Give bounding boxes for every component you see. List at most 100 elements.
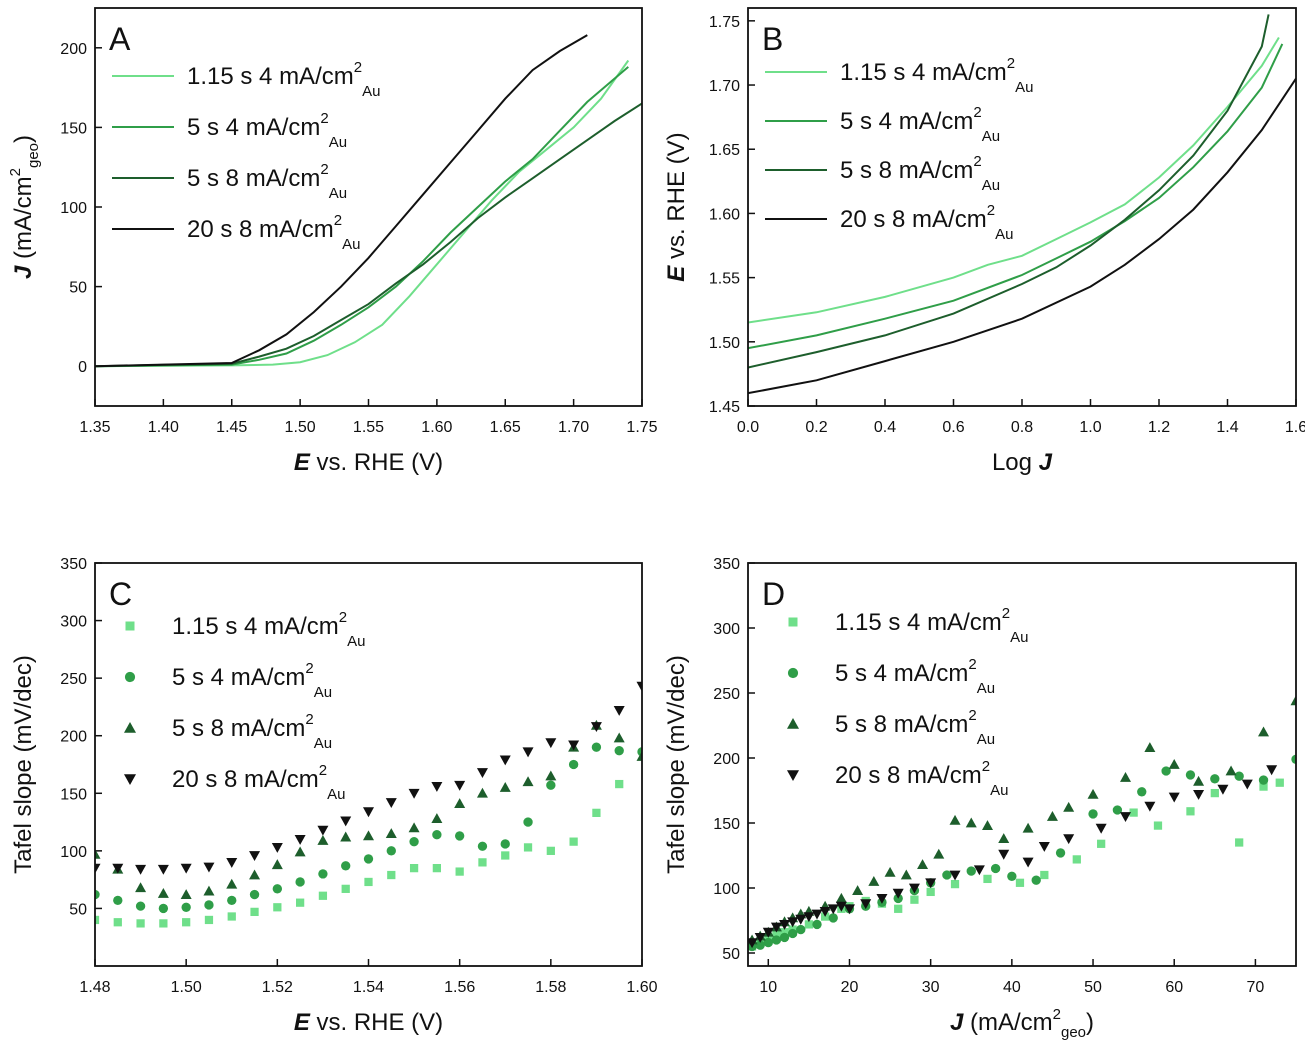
data-point-s2 bbox=[1088, 809, 1098, 819]
data-point-s1 bbox=[1015, 878, 1025, 887]
plot-frame bbox=[94, 7, 643, 407]
y-tick-label: 100 bbox=[60, 844, 87, 861]
data-point-s3 bbox=[636, 750, 642, 761]
legend-marker-s4 bbox=[124, 774, 136, 785]
plot-frame bbox=[94, 562, 643, 967]
data-point-s2 bbox=[318, 869, 328, 879]
data-point-s4 bbox=[1241, 779, 1253, 790]
data-point-s3 bbox=[180, 889, 192, 900]
data-point-s4 bbox=[135, 864, 147, 875]
y-tick-label: 1.55 bbox=[709, 271, 740, 288]
data-point-s4 bbox=[843, 904, 855, 915]
legend-label: 5 s 4 mA/cm2Au bbox=[840, 104, 1000, 145]
legend-label: 5 s 8 mA/cm2Au bbox=[835, 707, 995, 748]
data-point-s2 bbox=[812, 919, 822, 930]
data-point-s2 bbox=[779, 932, 790, 943]
data-point-s2 bbox=[828, 913, 838, 923]
data-point-s3 bbox=[1063, 801, 1075, 812]
data-point-s1 bbox=[910, 895, 919, 904]
series-line-s1 bbox=[748, 36, 1280, 324]
data-point-s2 bbox=[787, 928, 798, 939]
data-point-s3 bbox=[981, 820, 993, 830]
y-tick-label: 1.50 bbox=[709, 335, 740, 352]
data-point-s1 bbox=[1072, 855, 1081, 864]
y-tick-label: 150 bbox=[60, 120, 87, 137]
x-tick-label: 1.45 bbox=[216, 419, 247, 436]
data-point-s4 bbox=[795, 914, 807, 925]
plot-frame bbox=[747, 562, 1297, 967]
y-axis-label: J (mA/cm2geo) bbox=[7, 135, 42, 279]
y-axis-label: Tafel slope (mV/dec) bbox=[10, 655, 37, 874]
data-point-s2 bbox=[1055, 848, 1066, 858]
y-tick-label: 150 bbox=[713, 816, 740, 833]
data-point-s2 bbox=[1210, 774, 1220, 784]
data-point-s4 bbox=[748, 938, 758, 949]
x-tick-label: 10 bbox=[759, 979, 777, 996]
legend-label: 5 s 4 mA/cm2Au bbox=[172, 660, 332, 701]
data-point-s4 bbox=[613, 705, 625, 716]
data-point-s2 bbox=[1031, 875, 1041, 885]
x-tick-label: 1.52 bbox=[262, 979, 293, 996]
data-point-s1 bbox=[364, 877, 373, 887]
data-point-s2 bbox=[227, 895, 237, 906]
data-point-s1 bbox=[204, 915, 214, 925]
data-point-s4 bbox=[1038, 842, 1050, 852]
data-layer bbox=[748, 695, 1296, 952]
data-point-s1 bbox=[1186, 807, 1195, 816]
x-tick-label: 1.60 bbox=[421, 419, 452, 436]
data-point-s4 bbox=[908, 883, 920, 894]
data-point-s4 bbox=[1266, 765, 1278, 776]
data-point-s3 bbox=[965, 817, 977, 828]
x-tick-label: 1.65 bbox=[490, 419, 521, 436]
data-layer bbox=[95, 681, 642, 928]
legend-label: 5 s 8 mA/cm2Au bbox=[840, 153, 1000, 194]
data-point-s1 bbox=[569, 837, 578, 846]
data-point-s1 bbox=[894, 904, 903, 913]
y-tick-label: 1.70 bbox=[709, 78, 740, 95]
series-line-s3 bbox=[95, 102, 642, 368]
data-point-s3 bbox=[431, 813, 443, 824]
series-line-s4 bbox=[748, 78, 1296, 395]
data-point-s1 bbox=[615, 779, 624, 789]
data-point-s4 bbox=[95, 863, 101, 874]
data-point-s4 bbox=[1063, 834, 1075, 845]
data-point-s4 bbox=[998, 849, 1010, 860]
data-point-s4 bbox=[892, 888, 904, 899]
x-tick-label: 70 bbox=[1247, 979, 1265, 996]
data-point-s1 bbox=[273, 903, 282, 912]
legend-marker-s1 bbox=[125, 621, 135, 631]
data-point-s2 bbox=[796, 924, 806, 935]
data-point-s4 bbox=[226, 857, 238, 868]
data-point-s3 bbox=[476, 787, 488, 798]
data-point-s1 bbox=[455, 867, 464, 876]
data-point-s4 bbox=[876, 894, 888, 904]
data-point-s1 bbox=[546, 846, 555, 855]
data-point-s3 bbox=[917, 859, 929, 869]
x-tick-label: 1.54 bbox=[353, 979, 384, 996]
data-point-s3 bbox=[249, 869, 261, 880]
data-point-s3 bbox=[294, 846, 306, 857]
data-point-s3 bbox=[545, 770, 557, 781]
legend-marker-s2 bbox=[787, 667, 799, 679]
data-point-s4 bbox=[112, 863, 124, 874]
x-tick-label: 1.56 bbox=[444, 979, 475, 996]
data-point-s1 bbox=[296, 898, 305, 907]
panel-D: 10 20 30 40 50 60 70 50 100 150 200 250 300 350 D 1.15 … bbox=[663, 556, 1297, 1041]
data-point-s4 bbox=[454, 780, 466, 791]
data-point-s1 bbox=[1040, 870, 1049, 880]
plot-frame bbox=[747, 7, 1297, 407]
data-point-s1 bbox=[780, 928, 789, 937]
data-point-s3 bbox=[157, 887, 169, 898]
legend-label: 1.15 s 4 mA/cm2Au bbox=[840, 55, 1033, 96]
y-tick-label: 300 bbox=[60, 614, 87, 631]
data-point-s2 bbox=[755, 940, 765, 950]
x-tick-label: 1.35 bbox=[79, 419, 110, 436]
data-point-s3 bbox=[408, 822, 420, 833]
series-line-s1 bbox=[95, 59, 630, 368]
data-point-s4 bbox=[811, 909, 823, 920]
series-line-s2 bbox=[95, 66, 629, 368]
data-layer bbox=[748, 14, 1296, 395]
data-layer bbox=[95, 34, 642, 368]
legend-label: 5 s 4 mA/cm2Au bbox=[835, 656, 995, 697]
